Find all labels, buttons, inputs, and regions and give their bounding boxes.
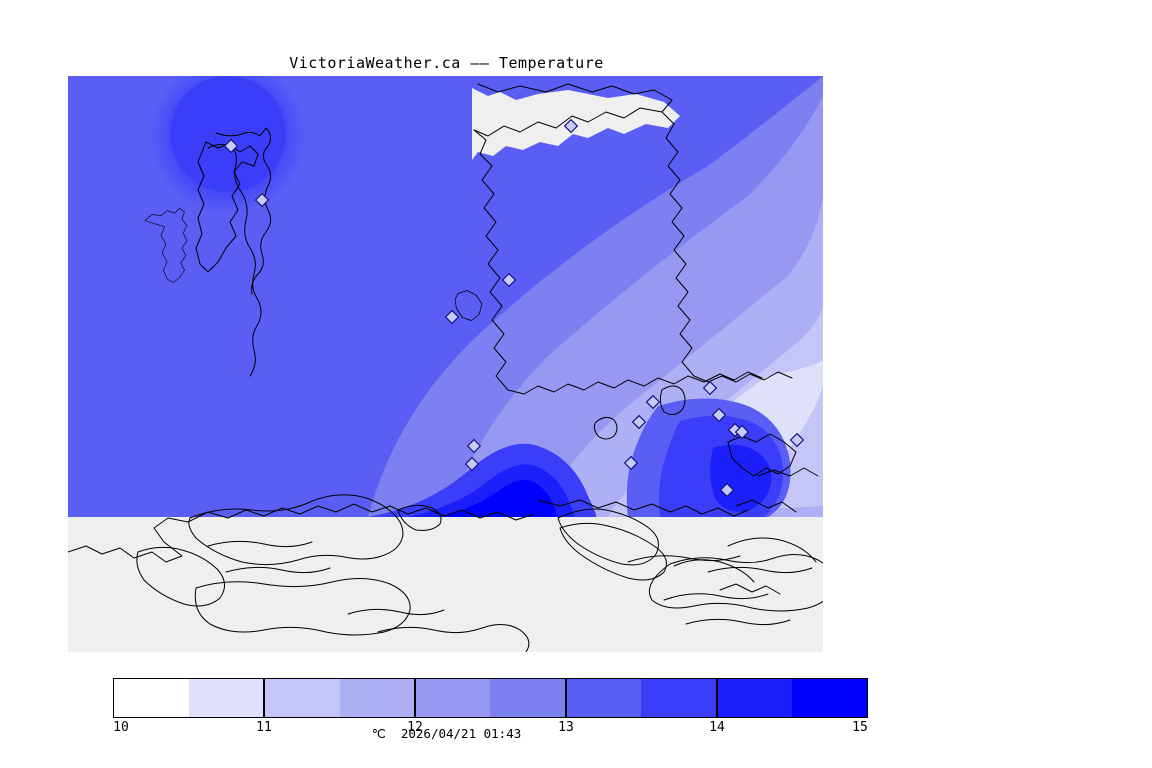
station-marker bbox=[223, 138, 239, 154]
coastline-layer-lower bbox=[68, 494, 823, 652]
colorbar-band-7 bbox=[641, 679, 717, 717]
station-marker bbox=[563, 118, 579, 134]
colorbar-tick-label-12: 12 bbox=[407, 720, 423, 735]
station-marker bbox=[789, 432, 805, 448]
colorbar-tickline-14 bbox=[716, 678, 718, 718]
station-marker bbox=[466, 438, 482, 454]
colorbar-band-9 bbox=[791, 679, 867, 717]
station-marker bbox=[444, 309, 460, 325]
coastline-layer bbox=[144, 83, 819, 583]
colorbar-band-0 bbox=[114, 679, 190, 717]
colorbar-band-1 bbox=[189, 679, 265, 717]
colorbar-tick-label-10: 10 bbox=[113, 720, 129, 735]
colorbar-band-8 bbox=[716, 679, 792, 717]
colorbar-tick-label-11: 11 bbox=[256, 720, 272, 735]
station-marker bbox=[464, 456, 480, 472]
colorbar-tickline-11 bbox=[263, 678, 265, 718]
station-marker bbox=[734, 424, 750, 440]
temperature-contour-map bbox=[68, 76, 823, 652]
colorbar-tick-labels: 10 11 12 13 14 15 bbox=[113, 720, 868, 738]
station-marker bbox=[501, 272, 517, 288]
colorbar-caption: ℃ 2026/04/21 01:43 bbox=[371, 726, 522, 741]
station-markers bbox=[223, 118, 805, 498]
colorbar-tickline-12 bbox=[414, 678, 416, 718]
colorbar-band-4 bbox=[415, 679, 491, 717]
colorbar-band-5 bbox=[490, 679, 566, 717]
contour-field bbox=[68, 76, 823, 517]
station-marker bbox=[711, 407, 727, 423]
colorbar-band-2 bbox=[264, 679, 340, 717]
station-marker bbox=[702, 380, 718, 396]
station-marker bbox=[719, 482, 735, 498]
page-title: VictoriaWeather.ca —— Temperature bbox=[289, 54, 604, 72]
colorbar-band-3 bbox=[339, 679, 416, 717]
colorbar-tick-label-15: 15 bbox=[852, 720, 868, 735]
colorbar-tick-label-13: 13 bbox=[558, 720, 574, 735]
colorbar: 10 11 12 13 14 15 bbox=[113, 678, 868, 735]
station-marker bbox=[631, 414, 647, 430]
colorbar-band-6 bbox=[565, 679, 642, 717]
colorbar-tickline-13 bbox=[565, 678, 567, 718]
station-marker bbox=[254, 192, 270, 208]
colorbar-tick-label-14: 14 bbox=[709, 720, 725, 735]
station-marker bbox=[645, 394, 661, 410]
station-marker bbox=[623, 455, 639, 471]
map-panel[interactable] bbox=[68, 76, 823, 652]
colorbar-bands bbox=[113, 678, 868, 718]
